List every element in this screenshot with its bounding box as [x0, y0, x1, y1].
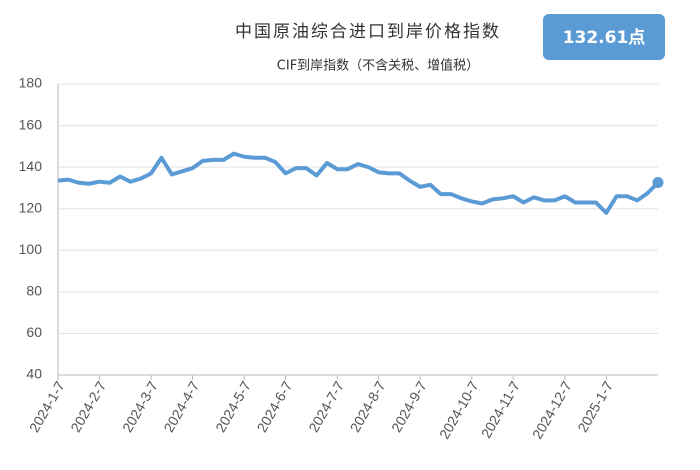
- y-tick-label: 100: [19, 241, 43, 257]
- x-tick-label: 2024-10-7: [436, 378, 482, 441]
- y-tick-label: 80: [26, 283, 42, 299]
- x-tick-label: 2024-9-7: [388, 378, 430, 435]
- badge-box: [543, 14, 665, 60]
- y-tick-label: 180: [19, 75, 43, 91]
- x-tick-label: 2024-8-7: [347, 378, 389, 435]
- x-tick-label: 2024-12-7: [529, 378, 575, 441]
- y-tick-label: 140: [19, 158, 43, 174]
- y-tick-label: 60: [26, 324, 42, 340]
- chart-title: 中国原油综合进口到岸价格指数: [235, 22, 501, 42]
- chart-subtitle: CIF到岸指数（不含关税、增值税）: [277, 58, 479, 74]
- x-tick-label: 2024-4-7: [160, 378, 202, 435]
- x-tick-label: 2024-6-7: [254, 378, 296, 435]
- y-tick-label: 40: [26, 366, 42, 382]
- x-tick-label: 2024-3-7: [119, 378, 161, 435]
- x-tick-label: 2024-5-7: [212, 378, 254, 435]
- y-tick-label: 120: [19, 199, 43, 215]
- end-point: [652, 177, 664, 189]
- data-line: [57, 151, 660, 215]
- x-tick-label: 2025-1-7: [574, 378, 616, 435]
- badge: 132.61点: [563, 27, 646, 48]
- y-tick-label: 160: [19, 116, 43, 132]
- x-tick-label: 2024-1-7: [26, 378, 68, 435]
- x-tick-label: 2024-2-7: [67, 378, 109, 435]
- x-tick-label: 2024-11-7: [478, 378, 523, 441]
- x-tick-label: 2024-7-7: [305, 378, 347, 435]
